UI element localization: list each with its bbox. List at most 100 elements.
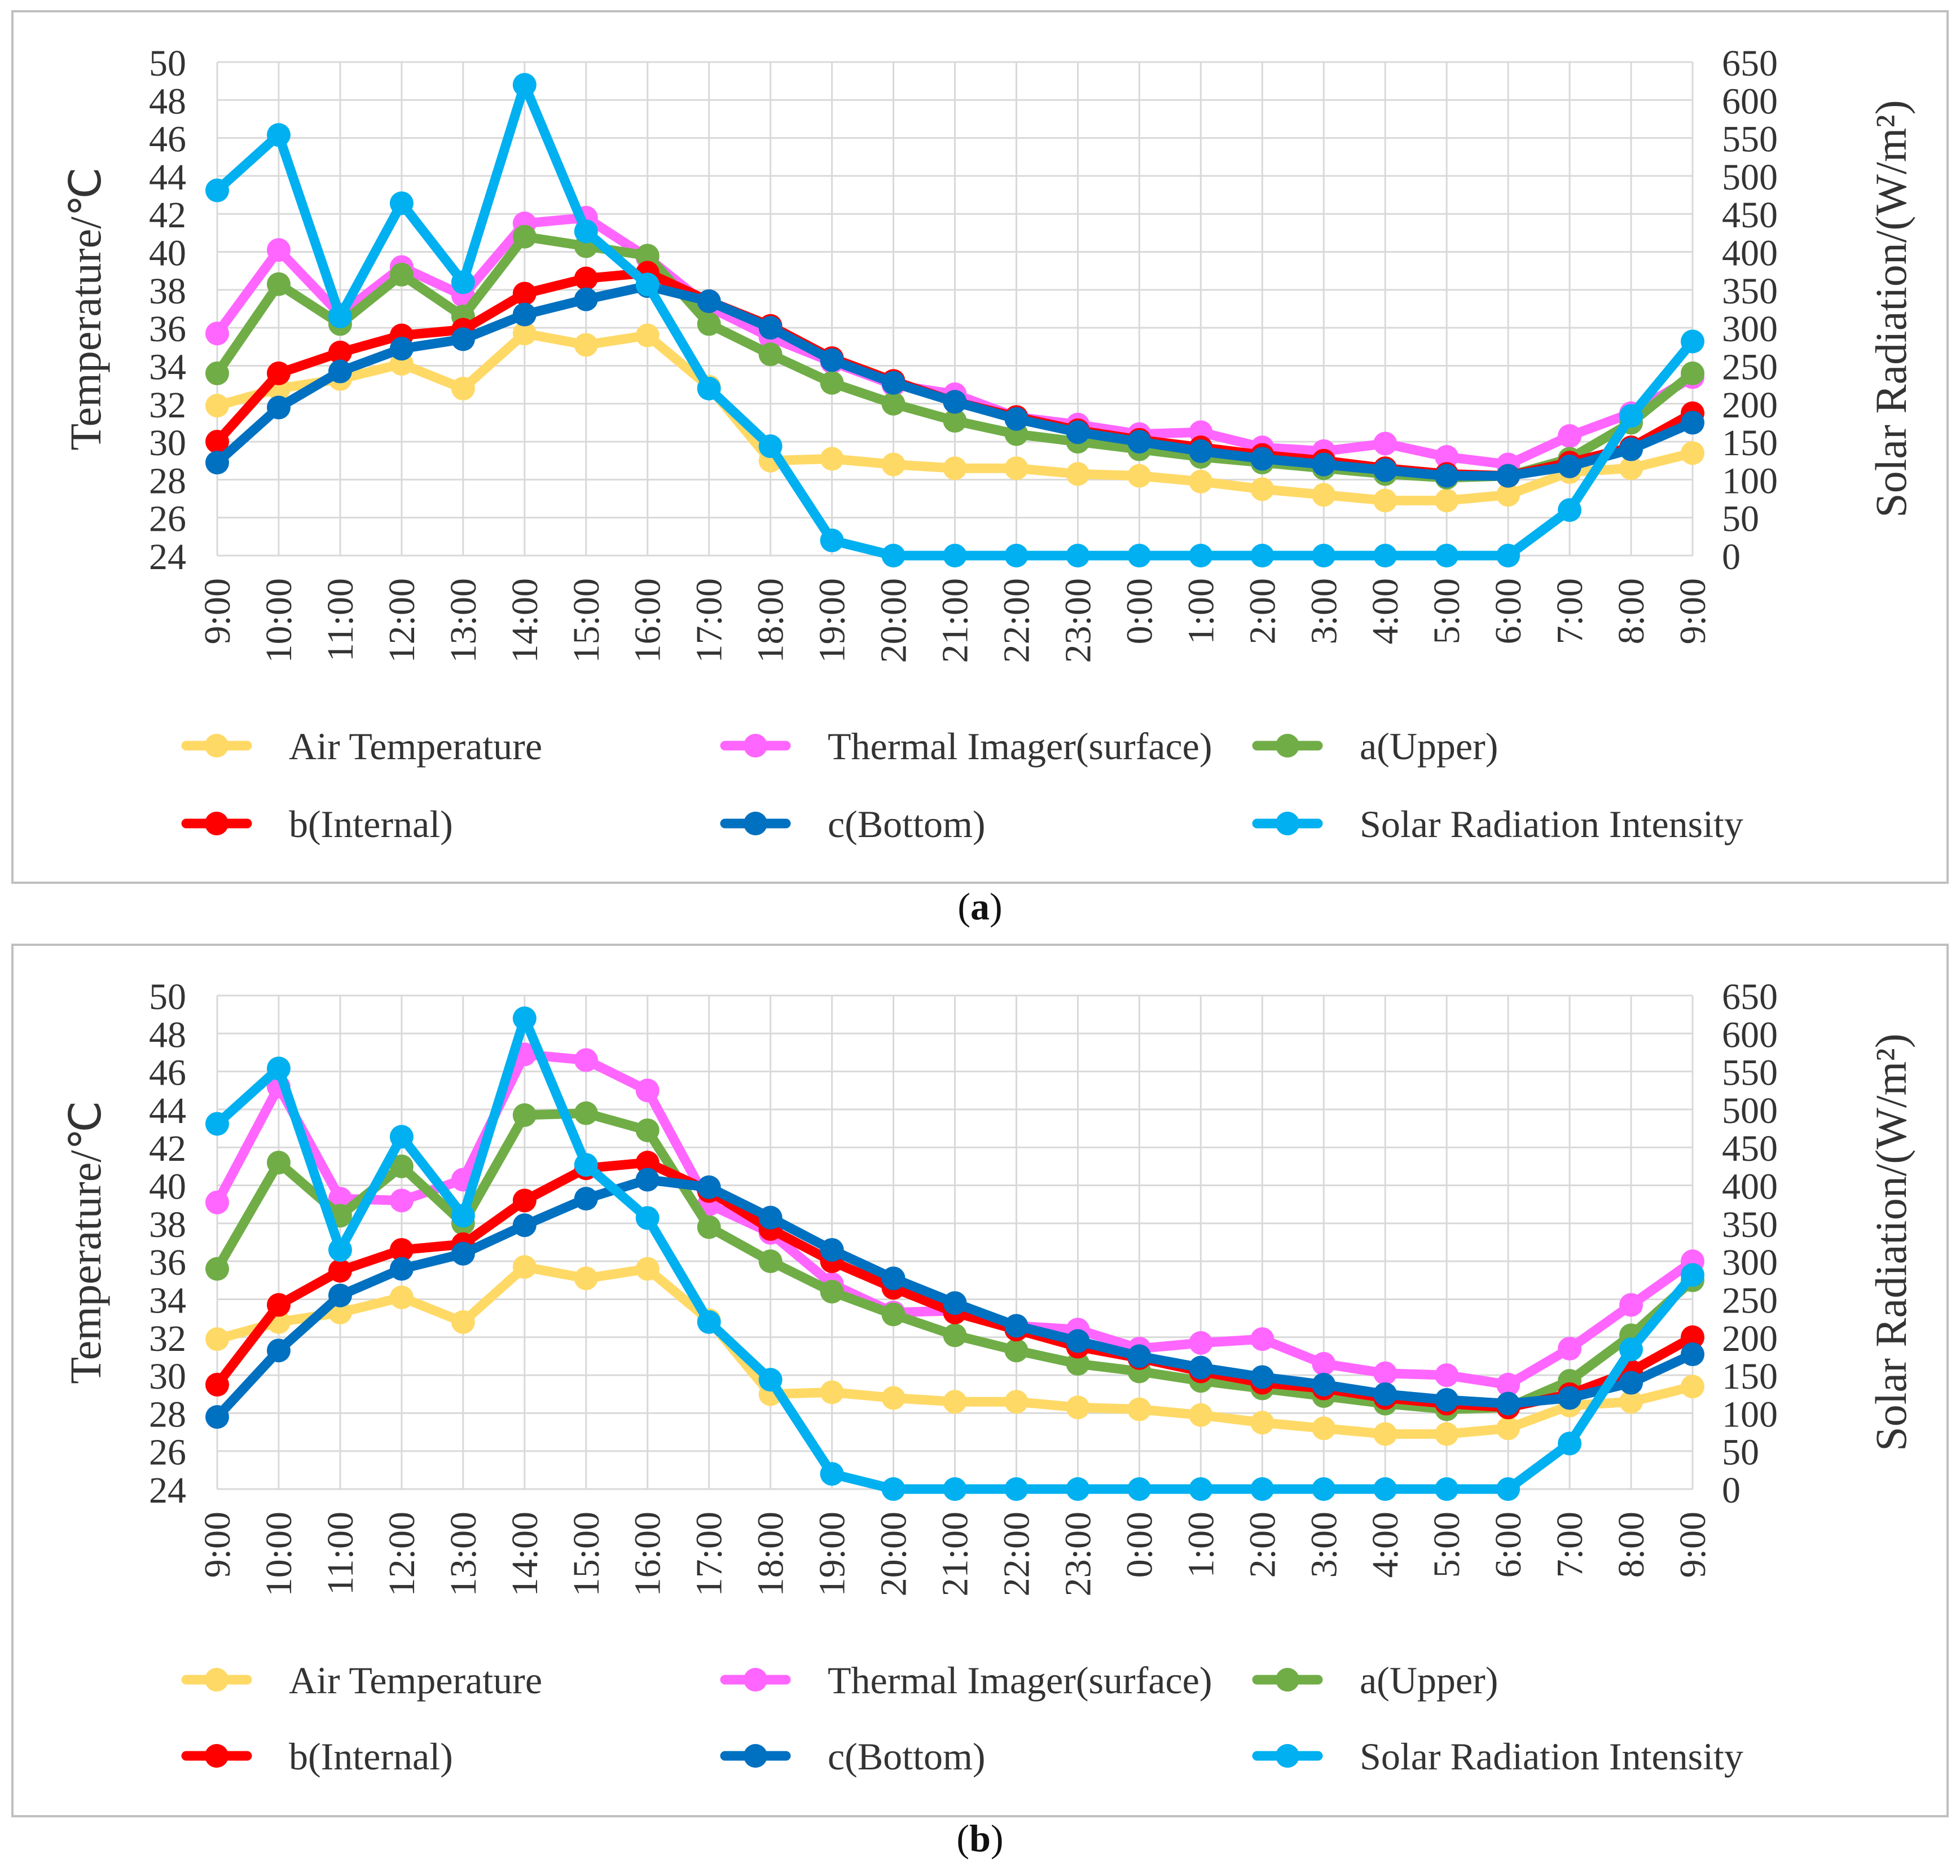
y-tick-label: 28 xyxy=(149,1394,186,1435)
data-point xyxy=(1189,1355,1213,1380)
data-point xyxy=(1558,1336,1582,1360)
data-point xyxy=(1558,454,1582,478)
data-point xyxy=(820,1462,844,1486)
data-point xyxy=(1004,456,1029,481)
x-tick-label: 14:00 xyxy=(504,1512,546,1596)
data-point xyxy=(512,1213,537,1238)
data-point xyxy=(758,316,783,340)
x-tick-label: 8:00 xyxy=(1611,1512,1652,1578)
legend-item-air-temperature: Air Temperature xyxy=(181,1659,542,1702)
x-tick-label: 21:00 xyxy=(935,1512,976,1596)
legend-swatch-marker xyxy=(205,734,228,758)
x-tick-label: 13:00 xyxy=(443,578,484,663)
data-point xyxy=(1189,469,1213,494)
x-tick-label: 11:00 xyxy=(320,578,361,662)
data-point xyxy=(451,1241,475,1266)
y2-tick-label: 100 xyxy=(1722,1394,1778,1435)
data-point xyxy=(1250,1365,1275,1389)
x-tick-label: 7:00 xyxy=(1549,1512,1590,1578)
y2-tick-label: 650 xyxy=(1722,976,1778,1018)
data-point xyxy=(1004,1390,1029,1414)
legend-swatch-marker xyxy=(1276,1744,1299,1768)
data-point xyxy=(205,430,229,454)
data-point xyxy=(205,1327,229,1351)
data-point xyxy=(758,1205,783,1230)
data-point xyxy=(574,1266,598,1291)
data-point xyxy=(1004,1314,1029,1338)
x-tick-label: 15:00 xyxy=(566,1512,607,1596)
data-point xyxy=(1496,1416,1520,1441)
data-point xyxy=(512,73,537,97)
y-tick-label: 42 xyxy=(149,1128,186,1169)
data-point xyxy=(1435,445,1459,469)
x-tick-label: 23:00 xyxy=(1057,578,1098,663)
legend-item-b-internal: b(Internal) xyxy=(181,1735,453,1778)
data-point xyxy=(1681,411,1704,435)
data-point xyxy=(266,361,291,385)
legend-swatch-marker xyxy=(1276,812,1299,835)
data-point xyxy=(1127,544,1152,567)
y-tick-label: 24 xyxy=(149,1470,186,1511)
y-tick-label: 28 xyxy=(149,460,186,501)
x-tick-label: 21:00 xyxy=(935,578,976,663)
data-point xyxy=(820,1380,844,1404)
y-tick-label: 40 xyxy=(149,1166,186,1208)
y-tick-label: 36 xyxy=(149,309,186,350)
legend-label: a(Upper) xyxy=(1360,725,1498,768)
y-tick-label: 32 xyxy=(149,1318,186,1359)
legend-swatch-marker xyxy=(205,1744,228,1768)
x-tick-label: 8:00 xyxy=(1611,578,1652,644)
data-point xyxy=(1127,1477,1152,1501)
y2-axis-title: Solar Radiation/(W/m²) xyxy=(1866,100,1915,517)
y-tick-label: 44 xyxy=(149,1090,186,1131)
data-point xyxy=(635,323,660,347)
data-point xyxy=(943,544,967,567)
data-point xyxy=(943,1390,967,1414)
data-point xyxy=(1312,544,1336,567)
x-tick-label: 3:00 xyxy=(1303,578,1344,644)
data-point xyxy=(1127,1397,1152,1421)
legend-swatch-marker xyxy=(744,812,767,835)
data-point xyxy=(635,1257,660,1281)
y-tick-label: 26 xyxy=(149,499,186,540)
legend-item-b-internal: b(Internal) xyxy=(181,803,453,845)
data-point xyxy=(820,371,844,395)
data-point xyxy=(389,1238,414,1262)
y2-tick-label: 50 xyxy=(1722,1432,1759,1473)
legend-label: b(Internal) xyxy=(289,803,453,845)
x-tick-label: 11:00 xyxy=(320,1512,361,1595)
legend-label: a(Upper) xyxy=(1360,1659,1498,1702)
data-point xyxy=(1558,1386,1582,1410)
data-point xyxy=(758,434,783,459)
y2-tick-label: 500 xyxy=(1722,157,1778,198)
data-point xyxy=(1496,1477,1520,1501)
data-point xyxy=(881,391,906,416)
series-c-bottom xyxy=(205,274,1704,488)
legend-swatch-marker xyxy=(1276,1668,1299,1692)
y-tick-label: 38 xyxy=(149,1204,186,1245)
x-tick-label: 0:00 xyxy=(1119,578,1160,644)
panel-caption: (a) xyxy=(957,885,1002,928)
data-point xyxy=(266,1056,291,1081)
data-point xyxy=(1373,1382,1398,1406)
x-tick-label: 2:00 xyxy=(1242,1512,1283,1578)
data-point xyxy=(389,1188,414,1213)
data-point xyxy=(512,1255,537,1279)
series-c-bottom xyxy=(205,1168,1704,1429)
data-point xyxy=(451,1204,475,1228)
y-tick-label: 48 xyxy=(149,1014,186,1055)
data-point xyxy=(205,1405,229,1429)
data-point xyxy=(1373,1361,1398,1385)
data-point xyxy=(1373,1477,1398,1501)
y2-tick-label: 550 xyxy=(1722,119,1778,160)
data-point xyxy=(389,1257,414,1281)
data-point xyxy=(881,452,906,477)
data-point xyxy=(635,1206,660,1230)
data-point xyxy=(1373,544,1398,567)
legend-item-c-bottom: c(Bottom) xyxy=(720,803,986,845)
data-point xyxy=(266,238,291,262)
data-point xyxy=(1066,420,1090,444)
data-point xyxy=(1681,329,1704,354)
data-point xyxy=(205,1257,229,1281)
x-tick-label: 10:00 xyxy=(258,1512,300,1596)
